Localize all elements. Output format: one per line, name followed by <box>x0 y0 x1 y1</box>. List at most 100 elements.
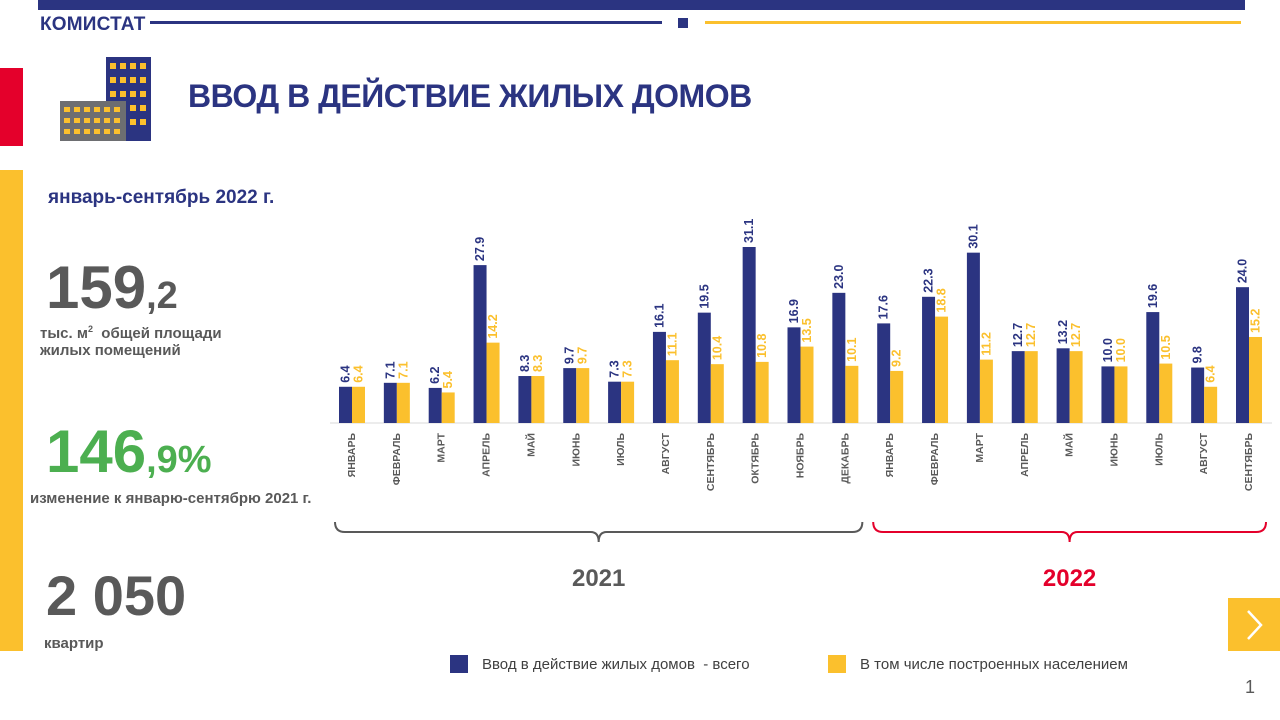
data-label-total-16: 13.2 <box>1056 320 1070 344</box>
header-line-yellow <box>705 21 1241 24</box>
bar-total-20 <box>1236 287 1249 423</box>
building-icon <box>60 57 151 141</box>
bar-population-15 <box>1024 351 1038 423</box>
data-label-total-10: 16.9 <box>787 299 801 323</box>
year-bracket-1 <box>872 521 1267 543</box>
data-label-population-13: 18.8 <box>935 288 949 312</box>
bar-total-17 <box>1101 366 1115 423</box>
x-tick-label-20: СЕНТЯБРЬ <box>1243 433 1255 492</box>
legend-swatch-total <box>450 655 468 673</box>
data-label-total-0: 6.4 <box>339 365 353 382</box>
kpi-area-unit-sup: 2 <box>87 324 93 334</box>
bar-total-10 <box>787 327 801 423</box>
bar-population-6 <box>621 381 635 423</box>
x-tick-label-5: ИЮНЬ <box>570 433 582 467</box>
legend-item-total: Ввод в действие жилых домов - всего <box>450 654 750 674</box>
page-title: ВВОД В ДЕЙСТВИЕ ЖИЛЫХ ДОМОВ <box>188 78 752 114</box>
x-tick-label-15: АПРЕЛЬ <box>1019 433 1031 477</box>
brand-name: КОМИСТАТ <box>40 14 146 35</box>
data-label-population-1: 7.1 <box>396 361 410 378</box>
data-label-total-19: 9.8 <box>1191 346 1205 363</box>
data-label-total-9: 31.1 <box>742 219 756 243</box>
kpi-change-value: 146,9% <box>46 422 212 482</box>
bar-total-19 <box>1191 367 1205 423</box>
data-label-population-6: 7.3 <box>621 360 635 377</box>
x-tick-label-13: ФЕВРАЛЬ <box>929 433 941 486</box>
year-label-0: 2021 <box>572 565 625 592</box>
data-label-population-11: 10.1 <box>845 337 859 361</box>
bar-population-13 <box>935 316 949 423</box>
legend-item-population: В том числе построенных населением <box>828 654 1128 674</box>
data-label-population-20: 15.2 <box>1249 309 1263 333</box>
next-slide-button[interactable] <box>1228 598 1280 651</box>
x-tick-label-4: МАЙ <box>524 433 537 457</box>
data-label-population-2: 5.4 <box>441 371 455 388</box>
data-label-total-5: 9.7 <box>563 347 577 364</box>
x-tick-label-3: АПРЕЛЬ <box>481 433 493 477</box>
accent-strip-yellow <box>0 170 23 651</box>
kpi-area-unit: тыс. м <box>40 325 88 342</box>
legend-label-total: Ввод в действие жилых домов - всего <box>482 655 750 673</box>
data-label-total-20: 24.0 <box>1236 259 1250 283</box>
bar-population-19 <box>1204 386 1218 423</box>
bar-population-5 <box>576 368 590 423</box>
x-tick-label-6: ИЮЛЬ <box>615 433 627 466</box>
bar-population-11 <box>845 365 859 423</box>
accent-strip-red <box>0 68 23 146</box>
bar-population-9 <box>755 361 769 423</box>
x-tick-label-9: ОКТЯБРЬ <box>750 433 762 484</box>
x-tick-label-0: ЯНВАРЬ <box>346 433 358 478</box>
bar-population-0 <box>352 386 365 423</box>
bar-total-6 <box>608 381 622 423</box>
x-tick-label-2: МАРТ <box>436 432 448 462</box>
bar-population-20 <box>1249 336 1262 423</box>
year-label-1: 2022 <box>1043 565 1096 592</box>
x-tick-label-19: АВГУСТ <box>1198 432 1210 474</box>
bar-total-7 <box>652 331 666 423</box>
x-tick-label-18: ИЮЛЬ <box>1153 433 1165 466</box>
data-label-total-11: 23.0 <box>832 264 846 288</box>
bar-total-3 <box>473 265 487 423</box>
data-label-population-12: 9.2 <box>890 350 904 367</box>
year-bracket-0 <box>334 521 864 543</box>
bar-total-16 <box>1056 348 1070 423</box>
legend-swatch-population <box>828 655 846 673</box>
bar-population-16 <box>1069 351 1083 423</box>
x-tick-label-10: НОЯБРЬ <box>795 433 807 479</box>
bar-total-9 <box>742 247 756 423</box>
data-label-population-10: 13.5 <box>800 318 814 342</box>
data-label-population-4: 8.3 <box>531 355 545 372</box>
data-label-population-9: 10.8 <box>755 334 769 358</box>
bar-population-17 <box>1114 366 1128 423</box>
data-label-population-15: 12.7 <box>1024 323 1038 347</box>
data-label-total-3: 27.9 <box>473 237 487 261</box>
x-tick-label-16: МАЙ <box>1063 433 1076 457</box>
bar-population-14 <box>979 359 993 423</box>
page-number: 1 <box>1245 677 1256 697</box>
bar-total-8 <box>697 312 711 423</box>
kpi-change-label: изменение к январю-сентябрю 2021 г. <box>30 490 312 507</box>
data-label-population-8: 10.4 <box>710 336 724 360</box>
kpi-area-desc: общей площади <box>92 325 222 342</box>
bar-total-2 <box>428 387 442 423</box>
bar-total-5 <box>563 368 577 423</box>
bar-population-10 <box>800 346 814 423</box>
kpi-area-desc2: жилых помещений <box>40 342 181 360</box>
data-label-total-13: 22.3 <box>922 268 936 292</box>
header-square <box>678 18 688 28</box>
data-label-total-8: 19.5 <box>697 284 711 308</box>
kpi-area-integer: 159 <box>46 254 147 321</box>
kpi-area-fraction: ,2 <box>146 275 178 317</box>
x-tick-label-7: АВГУСТ <box>660 432 672 474</box>
x-tick-label-17: ИЮНЬ <box>1108 433 1120 467</box>
kpi-apartments-label: квартир <box>44 635 104 652</box>
data-label-total-18: 19.6 <box>1146 284 1160 308</box>
data-label-total-1: 7.1 <box>383 361 397 378</box>
x-tick-label-1: ФЕВРАЛЬ <box>391 433 403 486</box>
bar-total-15 <box>1011 351 1025 423</box>
data-label-population-0: 6.4 <box>352 365 366 382</box>
data-label-total-14: 30.1 <box>966 224 980 248</box>
bar-total-18 <box>1146 312 1160 423</box>
data-label-population-16: 12.7 <box>1069 323 1083 347</box>
bar-population-3 <box>486 342 500 423</box>
